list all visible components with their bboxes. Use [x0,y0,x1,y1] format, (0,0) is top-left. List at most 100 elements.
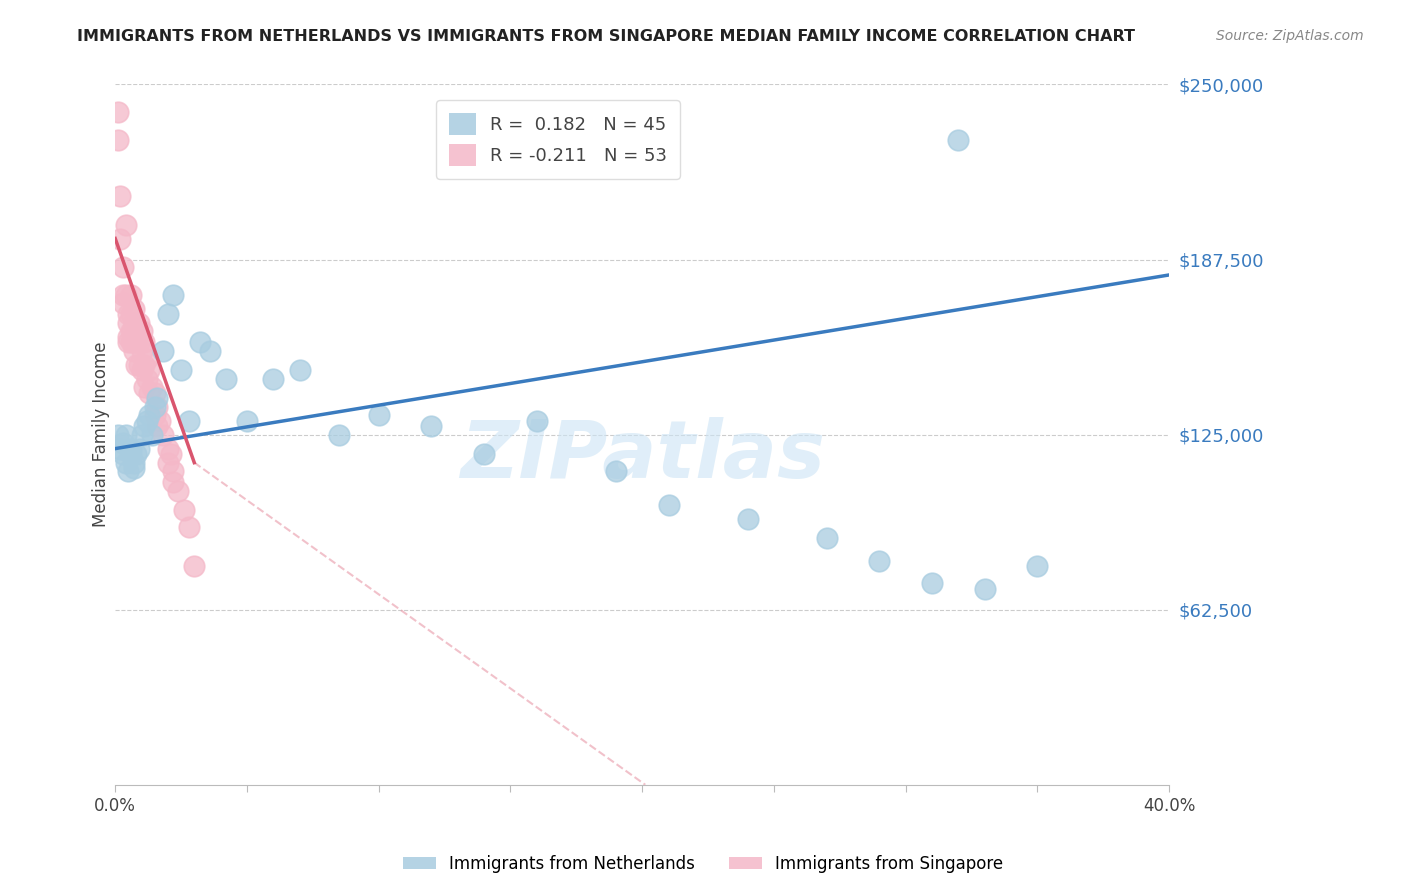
Point [1026,559,1049,574]
Point [112,436,135,450]
Point [143,385,166,400]
Point [146,400,169,414]
Point [122,456,145,470]
Point [143,408,166,422]
Point [112,296,135,310]
Point [110,189,132,203]
Point [658,498,681,512]
Point [120,335,142,350]
Point [112,447,135,461]
Point [288,363,311,377]
Point [112,287,135,301]
Text: Source: ZipAtlas.com: Source: ZipAtlas.com [1216,29,1364,43]
Point [146,391,169,405]
Point [135,371,157,385]
Point [120,442,142,456]
Point [114,218,136,232]
Point [138,385,160,400]
Point [135,351,157,366]
Point [367,408,389,422]
Legend: Immigrants from Netherlands, Immigrants from Singapore: Immigrants from Netherlands, Immigrants … [396,848,1010,880]
Point [173,503,195,517]
Point [236,414,259,428]
Point [188,335,211,350]
Point [134,358,156,372]
Point [131,363,153,377]
Point [122,343,145,358]
Point [526,414,548,428]
Point [156,442,179,456]
Point [138,408,160,422]
Point [815,531,838,545]
Point [110,442,132,456]
Point [134,380,156,394]
Point [122,461,145,475]
Point [117,335,139,350]
Point [128,335,150,350]
Point [120,287,142,301]
Point [156,307,179,321]
Point [921,576,943,591]
Point [948,133,970,147]
Point [131,324,153,338]
Point [131,343,153,358]
Point [114,287,136,301]
Point [146,419,169,434]
Text: IMMIGRANTS FROM NETHERLANDS VS IMMIGRANTS FROM SINGAPORE MEDIAN FAMILY INCOME CO: IMMIGRANTS FROM NETHERLANDS VS IMMIGRANT… [77,29,1135,44]
Point [159,447,181,461]
Point [170,363,193,377]
Point [107,105,129,120]
Point [737,511,759,525]
Point [128,358,150,372]
Point [125,447,148,461]
Point [131,427,153,442]
Point [328,427,350,442]
Point [120,447,142,461]
Point [262,371,284,385]
Point [128,442,150,456]
Point [120,324,142,338]
Point [112,260,135,274]
Point [107,133,129,147]
Point [215,371,238,385]
Point [125,324,148,338]
Point [117,307,139,321]
Text: ZIPatlas: ZIPatlas [460,417,825,494]
Y-axis label: Median Family Income: Median Family Income [93,342,110,527]
Point [152,343,174,358]
Point [110,231,132,245]
Point [198,343,221,358]
Point [128,316,150,330]
Point [143,400,166,414]
Point [134,419,156,434]
Point [605,464,627,478]
Point [152,427,174,442]
Point [122,316,145,330]
Point [183,559,205,574]
Point [162,475,184,490]
Point [114,427,136,442]
Point [177,520,200,534]
Point [117,329,139,343]
Point [141,427,163,442]
Point [420,419,443,434]
Point [122,301,145,316]
Point [120,307,142,321]
Point [868,554,890,568]
Legend: R =  0.182   N = 45, R = -0.211   N = 53: R = 0.182 N = 45, R = -0.211 N = 53 [436,101,681,178]
Point [472,447,495,461]
Point [167,483,190,498]
Point [141,380,163,394]
Point [162,464,184,478]
Point [135,414,157,428]
Point [117,464,139,478]
Point [138,363,160,377]
Point [107,427,129,442]
Point [973,582,995,596]
Point [114,456,136,470]
Point [122,335,145,350]
Point [162,287,184,301]
Point [125,335,148,350]
Point [117,316,139,330]
Point [149,414,172,428]
